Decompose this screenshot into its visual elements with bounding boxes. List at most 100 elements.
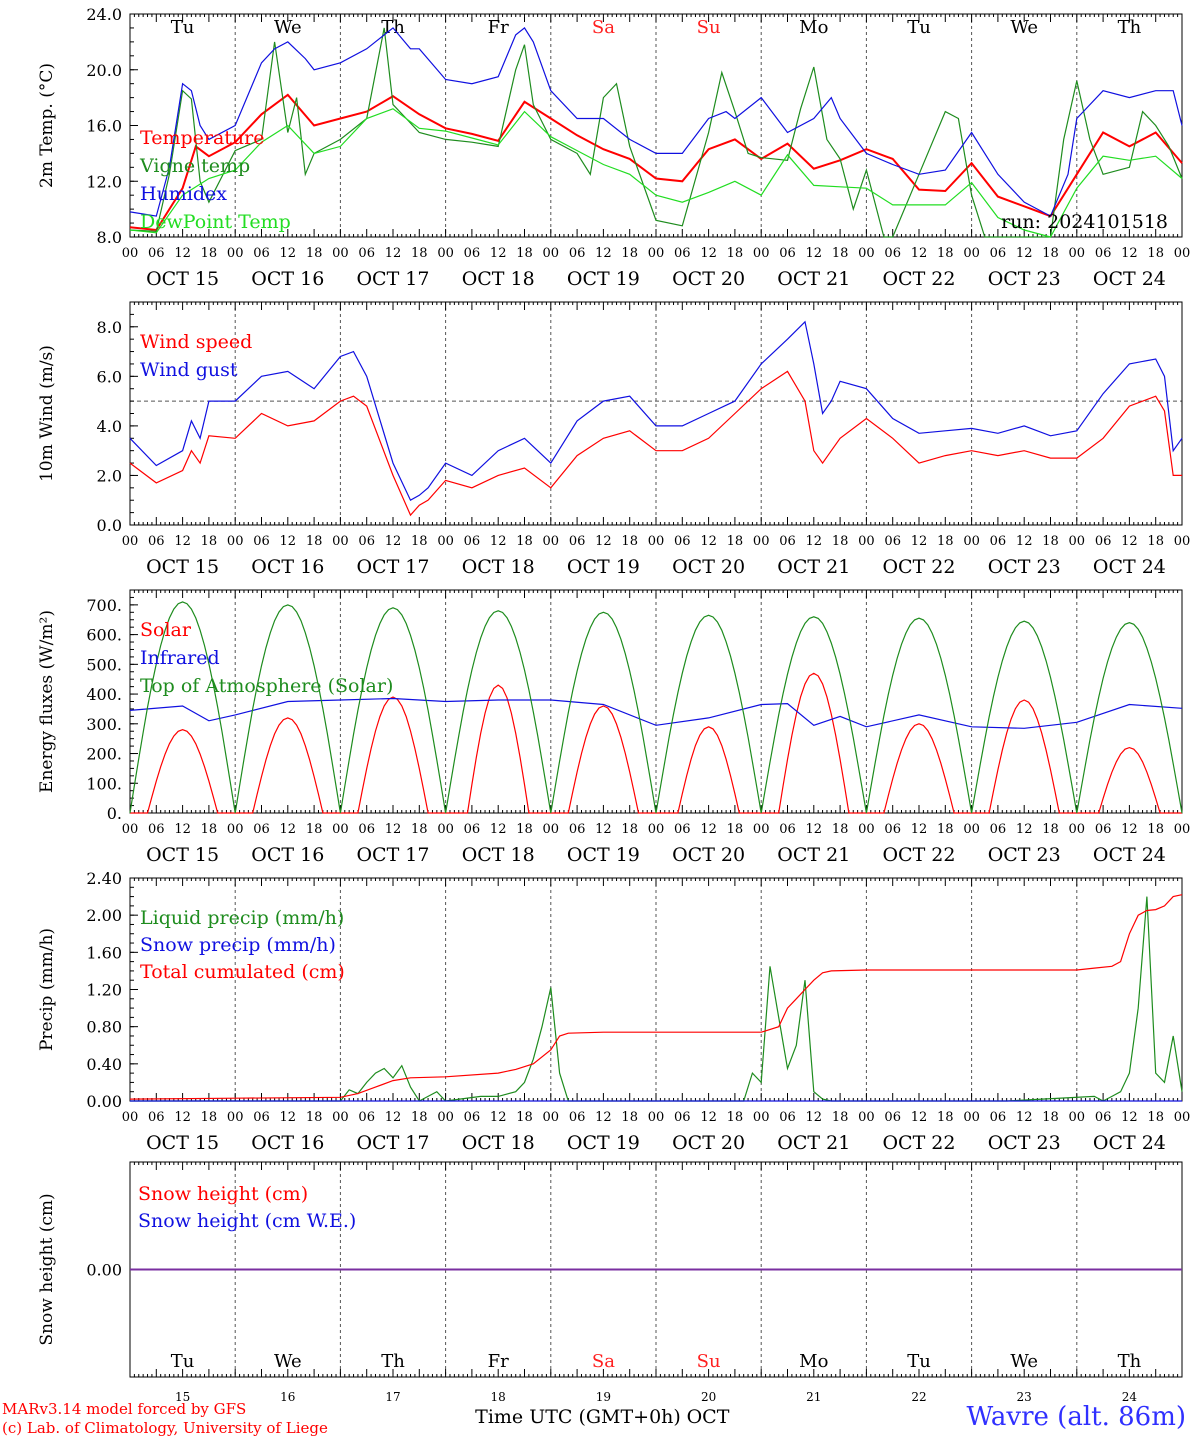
series-line-wind-speed (129, 370, 1182, 517)
weekday-label: Tu (907, 1351, 931, 1372)
x-day-number: 20 (701, 1390, 716, 1404)
x-hour-label: 18 (201, 1110, 218, 1125)
x-hour-label: 06 (569, 1110, 586, 1125)
x-hour-label: 06 (253, 246, 270, 261)
y-tick-label: 24.0 (86, 5, 122, 24)
x-hour-label: 18 (411, 822, 428, 837)
x-date-label: OCT 21 (777, 1132, 850, 1154)
x-hour-label: 00 (543, 246, 560, 261)
series-line-wind-gust (129, 320, 1183, 502)
x-hour-label: 00 (963, 534, 980, 549)
x-hour-label: 06 (884, 246, 901, 261)
x-hour-label: 06 (1095, 246, 1112, 261)
legend-entry: Wind speed (140, 331, 252, 353)
x-hour-label: 12 (174, 822, 191, 837)
x-date-label: OCT 23 (988, 268, 1061, 290)
y-tick-label: 12.0 (86, 172, 122, 191)
x-hour-label: 00 (1174, 1110, 1191, 1125)
x-hour-label: 12 (911, 246, 928, 261)
x-hour-label: 06 (674, 1110, 691, 1125)
y-tick-label: 20.0 (86, 61, 122, 80)
x-date-label: OCT 21 (777, 844, 850, 866)
x-day-number: 17 (385, 1390, 400, 1404)
x-hour-label: 00 (753, 822, 770, 837)
y-tick-label: 2.40 (86, 869, 122, 888)
x-date-label: OCT 22 (882, 556, 955, 578)
y-tick-label: 6.0 (97, 367, 122, 386)
weekday-label: Mo (799, 17, 828, 38)
x-hour-label: 18 (727, 1110, 744, 1125)
x-hour-label: 00 (543, 822, 560, 837)
x-hour-label: 06 (358, 1110, 375, 1125)
weekday-label: Su (697, 17, 721, 38)
x-hour-label: 12 (1016, 822, 1033, 837)
x-hour-label: 06 (464, 246, 481, 261)
x-hour-label: 12 (806, 534, 823, 549)
x-date-label: OCT 23 (988, 556, 1061, 578)
x-hour-label: 00 (332, 534, 349, 549)
x-hour-label: 12 (385, 246, 402, 261)
y-tick-label: 700. (86, 596, 122, 615)
x-hour-label: 12 (700, 1110, 717, 1125)
x-hour-label: 00 (963, 1110, 980, 1125)
x-hour-label: 00 (227, 534, 244, 549)
wind-y-axis-label: 10m Wind (m/s) (37, 345, 57, 482)
x-hour-label: 00 (648, 246, 665, 261)
weekday-label: Tu (171, 1351, 195, 1372)
x-hour-label: 12 (911, 534, 928, 549)
x-hour-label: 06 (464, 534, 481, 549)
x-hour-label: 06 (1095, 534, 1112, 549)
legend-entry: Top of Atmosphere (Solar) (140, 675, 393, 697)
weekday-label: We (1010, 17, 1038, 38)
x-hour-label: 06 (253, 822, 270, 837)
x-day-number: 21 (806, 1390, 821, 1404)
x-hour-label: 00 (648, 822, 665, 837)
x-hour-label: 12 (490, 534, 507, 549)
x-hour-label: 12 (174, 246, 191, 261)
x-hour-label: 06 (358, 246, 375, 261)
x-hour-label: 00 (437, 1110, 454, 1125)
x-hour-label: 12 (490, 1110, 507, 1125)
x-hour-label: 00 (648, 534, 665, 549)
x-hour-label: 00 (332, 246, 349, 261)
weekday-label: Th (1118, 17, 1142, 38)
x-hour-label: 00 (437, 246, 454, 261)
x-hour-label: 00 (963, 246, 980, 261)
x-hour-label: 18 (727, 246, 744, 261)
x-date-label: OCT 15 (146, 844, 219, 866)
x-date-label: OCT 16 (251, 844, 324, 866)
x-hour-label: 12 (595, 822, 612, 837)
y-tick-label: 0.0 (97, 516, 122, 535)
x-hour-label: 00 (543, 534, 560, 549)
y-tick-label: 2.0 (97, 466, 122, 485)
x-date-label: OCT 24 (1093, 1132, 1166, 1154)
x-hour-label: 12 (490, 822, 507, 837)
x-hour-label: 00 (1069, 534, 1086, 549)
x-hour-label: 00 (1069, 1110, 1086, 1125)
x-hour-label: 12 (1121, 1110, 1138, 1125)
x-hour-label: 18 (1147, 534, 1164, 549)
x-date-label: OCT 18 (462, 844, 535, 866)
x-hour-label: 06 (990, 246, 1007, 261)
weekday-label: We (274, 1351, 302, 1372)
weekday-label: Fr (488, 1351, 509, 1372)
run-annotation: run: 2024101518 (1001, 211, 1168, 233)
y-tick-label: 2.00 (86, 906, 122, 925)
x-hour-label: 12 (280, 246, 297, 261)
x-hour-label: 12 (385, 534, 402, 549)
x-hour-label: 12 (700, 246, 717, 261)
x-hour-label: 12 (911, 1110, 928, 1125)
x-hour-label: 18 (832, 246, 849, 261)
y-tick-label: 16.0 (86, 117, 122, 136)
x-hour-label: 18 (832, 1110, 849, 1125)
x-hour-label: 00 (1069, 822, 1086, 837)
x-hour-label: 12 (806, 246, 823, 261)
x-date-label: OCT 20 (672, 268, 745, 290)
x-hour-label: 00 (858, 534, 875, 549)
x-hour-label: 18 (516, 822, 533, 837)
x-hour-label: 00 (858, 1110, 875, 1125)
x-hour-label: 00 (753, 534, 770, 549)
x-hour-label: 00 (437, 534, 454, 549)
x-hour-label: 12 (174, 1110, 191, 1125)
